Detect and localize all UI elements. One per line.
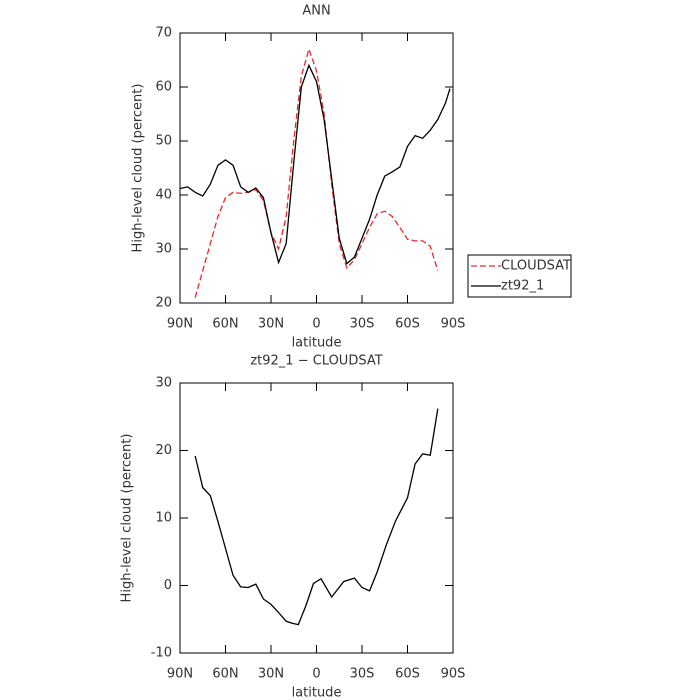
x-axis-label: latitude [292, 336, 342, 351]
y-tick-label: 30 [155, 242, 172, 257]
legend-label: zt92_1 [501, 279, 544, 294]
y-axis-label: High-level cloud (percent) [120, 434, 135, 603]
y-tick-label: 20 [155, 443, 172, 458]
plot-frame [179, 32, 454, 304]
x-tick-label: 30N [258, 317, 284, 332]
x-tick-label: 60N [212, 667, 238, 682]
legend-label: CLOUDSAT [501, 259, 571, 274]
y-tick-label: 40 [155, 188, 172, 203]
x-tick-label: 90N [167, 667, 193, 682]
x-tick-label: 30S [350, 667, 375, 682]
y-tick-label: 30 [155, 376, 172, 391]
x-axis-label: latitude [292, 686, 342, 700]
series-line [194, 408, 439, 626]
legend: CLOUDSAT zt92_1 [467, 254, 572, 298]
chart-title: ANN [302, 4, 330, 19]
y-tick-label: 0 [164, 578, 172, 593]
x-tick-label: 60S [395, 317, 420, 332]
y-tick-label: -10 [151, 646, 172, 661]
series-line [194, 47, 439, 298]
y-axis-label: High-level cloud (percent) [131, 84, 146, 253]
x-tick-label: 60S [395, 667, 420, 682]
x-tick-label: 90S [441, 317, 466, 332]
y-tick-label: 50 [155, 134, 172, 149]
series-line [179, 63, 451, 265]
x-tick-label: 90S [441, 667, 466, 682]
x-tick-label: 60N [212, 317, 238, 332]
x-tick-label: 0 [312, 667, 320, 682]
x-tick-label: 30N [258, 667, 284, 682]
plot-frame [179, 382, 454, 654]
x-tick-label: 30S [350, 317, 375, 332]
y-tick-label: 70 [155, 26, 172, 41]
x-tick-label: 90N [167, 317, 193, 332]
y-tick-label: 60 [155, 80, 172, 95]
x-tick-label: 0 [312, 317, 320, 332]
y-tick-label: 20 [155, 296, 172, 311]
legend-box [467, 254, 572, 298]
chart-title: zt92_1 − CLOUDSAT [250, 354, 382, 369]
y-tick-label: 10 [155, 511, 172, 526]
